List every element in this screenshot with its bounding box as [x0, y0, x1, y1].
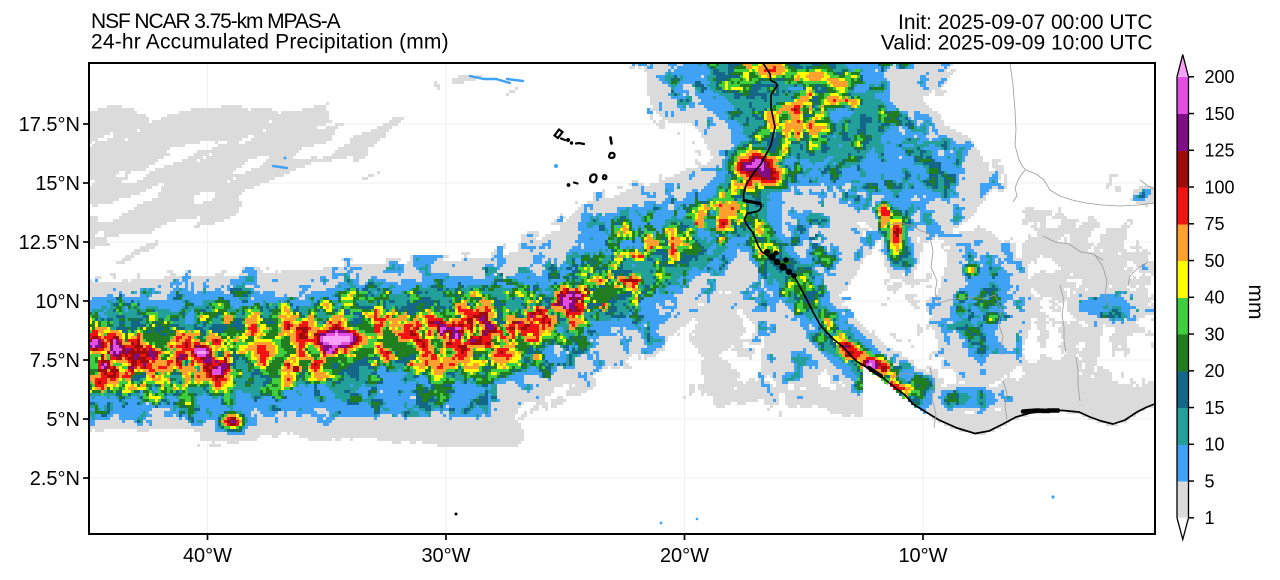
svg-text:2.5°N: 2.5°N	[30, 468, 80, 490]
svg-text:24-hr Accumulated Precipitatio: 24-hr Accumulated Precipitation (mm)	[91, 31, 449, 54]
svg-text:Valid: 2025-09-09 10:00 UTC: Valid: 2025-09-09 10:00 UTC	[881, 32, 1153, 55]
svg-text:17.5°N: 17.5°N	[19, 114, 80, 136]
svg-text:75: 75	[1205, 214, 1225, 234]
svg-text:15°N: 15°N	[35, 173, 80, 195]
svg-text:30: 30	[1205, 324, 1225, 344]
svg-text:12.5°N: 12.5°N	[19, 232, 80, 254]
svg-text:10°N: 10°N	[35, 291, 80, 313]
svg-text:10°W: 10°W	[898, 545, 947, 567]
svg-text:20°W: 20°W	[660, 545, 709, 567]
svg-text:20: 20	[1205, 361, 1225, 381]
svg-text:150: 150	[1205, 104, 1235, 124]
svg-text:10: 10	[1205, 435, 1225, 455]
svg-text:5°N: 5°N	[46, 409, 80, 431]
svg-text:50: 50	[1205, 251, 1225, 271]
svg-text:7.5°N: 7.5°N	[30, 350, 80, 372]
svg-text:NSF NCAR 3.75-km MPAS-A: NSF NCAR 3.75-km MPAS-A	[91, 10, 341, 33]
svg-text:Init: 2025-09-07 00:00 UTC: Init: 2025-09-07 00:00 UTC	[898, 11, 1152, 34]
svg-text:5: 5	[1205, 471, 1215, 491]
svg-text:30°W: 30°W	[421, 545, 470, 567]
svg-text:mm: mm	[1244, 285, 1267, 320]
svg-text:40: 40	[1205, 288, 1225, 308]
svg-text:100: 100	[1205, 177, 1235, 197]
svg-text:1: 1	[1205, 508, 1215, 528]
svg-text:40°W: 40°W	[183, 545, 232, 567]
svg-text:125: 125	[1205, 141, 1235, 161]
svg-text:200: 200	[1205, 67, 1235, 87]
svg-text:15: 15	[1205, 398, 1225, 418]
